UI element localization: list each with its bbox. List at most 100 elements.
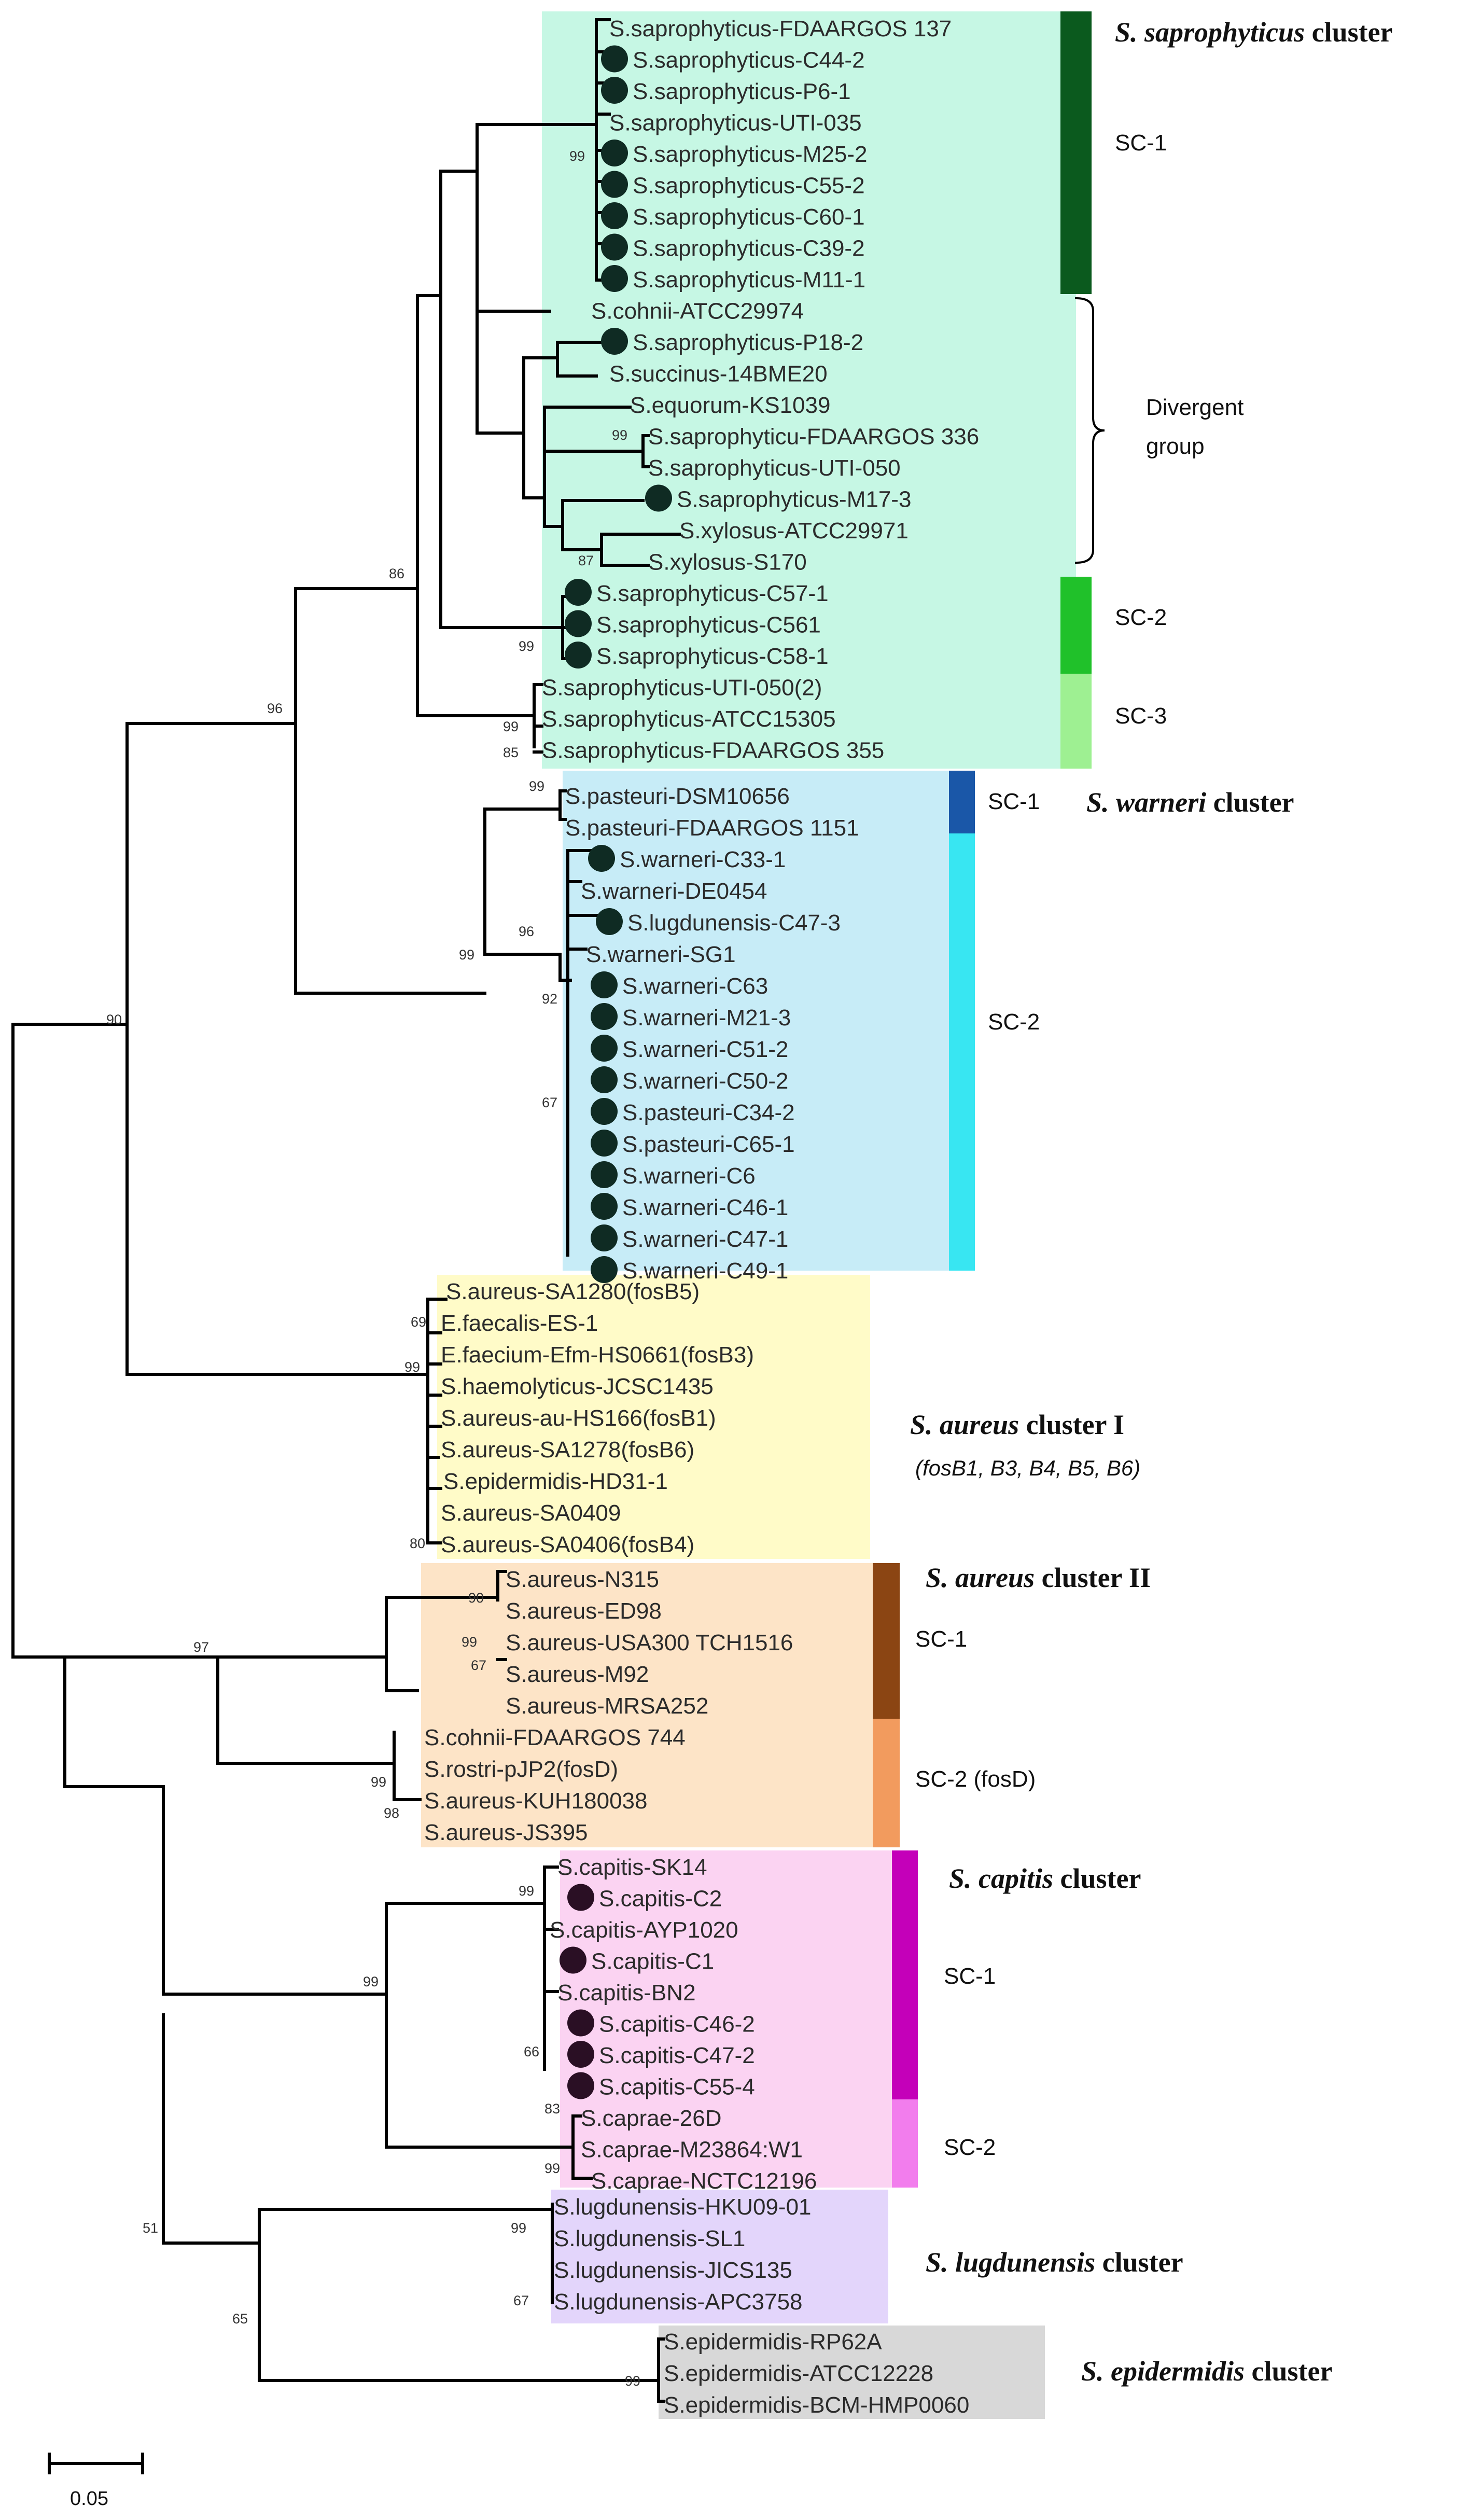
cluster-titles: S. saprophyticus cluster SC-1 Divergent … [910,17,1393,2387]
bootstrap-value: 99 [511,2220,526,2236]
cluster-boxes [421,11,1076,2419]
leaf-label: S.saprophyticus-M11-1 [633,267,865,293]
leaf-label: S.saprophyticus-UTI-050 [648,455,901,481]
sapro-sc1-label: SC-1 [1115,130,1167,156]
capitis-sc2-bar [892,2099,918,2188]
isolate-marker-dot [567,2072,594,2099]
leaf-label: S.saprophyticus-C39-2 [633,236,865,261]
leaf-label: S.lugdunensis-APC3758 [554,2289,802,2315]
leaf-label: S.capitis-SK14 [557,1855,707,1880]
aureus1-genes: (fosB1, B3, B4, B5, B6) [915,1456,1140,1480]
capitis-title-italic: S. capitis [949,1863,1053,1894]
bootstrap-value: 90 [468,1590,484,1606]
leaf-label: S.warneri-SG1 [586,942,736,967]
leaf-label: S.epidermidis-ATCC12228 [664,2361,933,2386]
bootstrap-value: 99 [371,1774,386,1790]
warneri-cluster-box [563,771,957,1271]
isolate-marker-dot [601,233,628,261]
lugdunensis-title-rest: cluster [1095,2247,1183,2278]
warneri-cluster-title: S. warneri cluster [1086,787,1294,818]
bootstrap-value: 65 [232,2311,248,2327]
warneri-sc1-label: SC-1 [988,789,1040,814]
leaf-label: S.pasteuri-DSM10656 [565,784,790,809]
leaf-label: S.saprophyticus-FDAARGOS 355 [542,738,884,763]
bootstrap-value: 99 [612,427,627,443]
isolate-marker-dot [591,1256,618,1283]
bootstrap-value: 86 [389,566,404,581]
bootstrap-value: 99 [529,778,544,794]
leaf-label: S.aureus-SA1278(fosB6) [441,1437,694,1463]
isolate-marker-dot [601,328,628,355]
leaf-label: S.lugdunensis-SL1 [554,2226,745,2251]
subcluster-bars [873,11,1092,2188]
leaf-labels: S.saprophyticus-FDAARGOS 137 S.saprophyti… [424,16,979,2418]
leaf-label: S.epidermidis-BCM-HMP0060 [664,2392,969,2418]
lugdunensis-cluster-box [551,2190,888,2323]
leaf-label: S.capitis-AYP1020 [550,1917,738,1943]
isolate-marker-dot [601,77,628,104]
isolate-marker-dot [588,845,615,872]
epidermidis-title-italic: S. epidermidis [1081,2356,1245,2387]
bootstrap-values: 99 86 96 99 87 99 99 85 99 99 96 92 67 9… [106,148,640,2389]
bootstrap-value: 99 [519,638,534,654]
leaf-label: S.lugdunensis-HKU09-01 [554,2194,812,2220]
leaf-label: S.capitis-C1 [591,1949,714,1974]
leaf-label: S.warneri-C63 [622,973,768,999]
saprophyticus-cluster-title: S. saprophyticus cluster [1115,17,1393,48]
leaf-label: S.warneri-C51-2 [622,1037,788,1062]
leaf-label: S.saprophyticus-UTI-035 [609,110,862,136]
bootstrap-value: 51 [143,2220,158,2236]
leaf-label: S.warneri-C49-1 [622,1258,788,1284]
bootstrap-value: 99 [503,719,519,734]
leaf-label: E.faecalis-ES-1 [441,1311,598,1336]
warneri-title-italic: S. warneri [1086,787,1206,818]
leaf-label: S.aureus-SA0409 [441,1500,621,1526]
isolate-marker-dot [567,1884,594,1911]
leaf-label: S.saprophyticu-FDAARGOS 336 [648,424,979,450]
bootstrap-value: 99 [459,947,474,963]
leaf-label: S.capitis-C47-2 [599,2043,755,2068]
leaf-label: S.epidermidis-HD31-1 [443,1469,668,1494]
lugdunensis-cluster-title: S. lugdunensis cluster [926,2247,1183,2278]
leaf-label: S.xylosus-ATCC29971 [679,518,909,544]
aureus2-title-italic: S. aureus [926,1562,1035,1593]
leaf-label: S.aureus-M92 [506,1662,649,1687]
capitis-cluster-title: S. capitis cluster [949,1863,1141,1894]
isolate-marker-dot [565,642,592,669]
leaf-label: S.warneri-C33-1 [620,847,786,872]
isolate-marker-dot [591,1130,618,1157]
leaf-label: S.epidermidis-RP62A [664,2329,882,2355]
divergent-bracket [1074,297,1105,564]
bootstrap-value: 67 [513,2293,529,2308]
leaf-label: S.cohnii-FDAARGOS 744 [424,1725,686,1750]
isolate-marker-dot [601,171,628,198]
isolate-marker-dot [567,2041,594,2068]
leaf-label: S.succinus-14BME20 [609,361,828,387]
isolate-marker-dot [565,579,592,606]
leaf-label: S.pasteuri-C65-1 [622,1132,795,1157]
saprophyticus-cluster-box [542,11,1076,769]
lugdunensis-title-italic: S. lugdunensis [926,2247,1095,2278]
warneri-sc2-label: SC-2 [988,1009,1040,1035]
sapro-sc3-label: SC-3 [1115,703,1167,729]
bootstrap-value: 69 [411,1314,426,1330]
warneri-sc1-bar [949,771,975,833]
scale-bar: 0.05 [48,2453,144,2510]
sapro-sc2-label: SC-2 [1115,605,1167,630]
leaf-label: S.xylosus-S170 [648,550,807,575]
capitis-sc1-label: SC-1 [944,1964,996,1989]
bootstrap-value: 90 [106,1012,122,1027]
leaf-label: S.cohnii-ATCC29974 [591,299,804,324]
tree-branches [11,18,681,2403]
isolate-marker-dot [601,45,628,73]
isolate-marker-dot [591,1066,618,1093]
sapro-sc2-bar [1060,577,1092,674]
isolate-marker-dot [591,1224,618,1251]
leaf-label: S.aureus-SA0406(fosB4) [441,1532,694,1557]
epidermidis-cluster-box [659,2326,1045,2419]
bootstrap-value: 67 [471,1658,486,1673]
bootstrap-value: 99 [625,2373,640,2389]
leaf-label: S.pasteuri-FDAARGOS 1151 [565,815,859,841]
bootstrap-value: 87 [578,553,594,568]
aureus1-title-rest: cluster I [1019,1409,1124,1440]
